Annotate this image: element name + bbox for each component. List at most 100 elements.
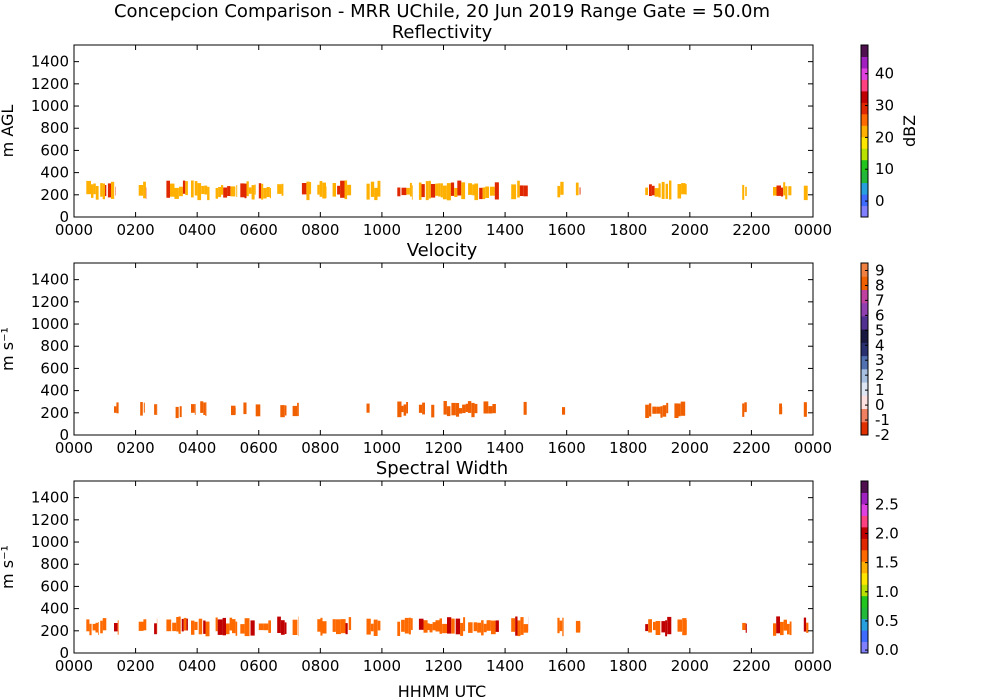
echo-cell — [174, 187, 179, 199]
y-tick-label: 1000 — [31, 315, 69, 333]
echo-cell — [473, 622, 478, 632]
echo-cell — [366, 183, 370, 200]
echo-cell — [186, 618, 188, 631]
colorbar-swatch — [861, 595, 868, 608]
echo-cell — [409, 182, 412, 197]
colorbar-tick-label: 1 — [875, 381, 885, 399]
echo-cell — [773, 187, 777, 196]
echo-cell — [562, 617, 564, 637]
echo-cell — [95, 186, 99, 200]
echo-cell — [645, 624, 649, 632]
y-tick-label: 600 — [40, 577, 69, 595]
y-tick-label: 0 — [59, 426, 69, 444]
echo-segment — [100, 618, 107, 634]
echo-cell — [95, 622, 98, 633]
echo-cell — [107, 183, 112, 198]
echo-cell — [258, 183, 262, 199]
echo-cell — [175, 406, 179, 419]
echo-cell — [780, 621, 784, 636]
echo-cell — [366, 618, 371, 635]
x-tick-label: 0400 — [178, 221, 216, 239]
echo-cell — [421, 184, 425, 198]
y-tick-label: 1400 — [31, 53, 69, 71]
echo-cell — [100, 620, 103, 634]
colorbar-tick-label: 1.0 — [875, 583, 899, 601]
echo-cell — [410, 618, 413, 630]
x-tick-label: 0000 — [794, 439, 832, 457]
echo-cell — [439, 618, 442, 634]
x-tick-label: 1800 — [609, 439, 647, 457]
echo-segment — [773, 616, 792, 636]
echo-segment — [107, 181, 116, 199]
echo-cell — [194, 181, 198, 196]
echo-cell — [269, 188, 271, 199]
reflectivity-title: Reflectivity — [392, 22, 493, 43]
echo-cell — [474, 183, 479, 201]
colorbar-tick-label: -2 — [875, 426, 890, 444]
echo-cell — [806, 622, 809, 633]
echo-cell — [258, 623, 264, 631]
echo-segment — [138, 619, 147, 631]
echo-cell — [223, 187, 228, 198]
x-tick-label: 1200 — [424, 439, 462, 457]
echo-cell — [665, 620, 668, 637]
echo-cell — [266, 187, 270, 197]
colorbar-tick-label: 0.0 — [875, 641, 899, 659]
echo-cell — [401, 405, 404, 413]
echo-cell — [232, 619, 236, 634]
x-tick-label: 0000 — [55, 439, 93, 457]
colorbar-swatch — [861, 538, 868, 551]
echo-cell — [170, 183, 175, 197]
echo-cell — [374, 187, 378, 201]
echo-cell — [482, 187, 486, 200]
echo-cell — [255, 404, 261, 417]
echo-segment — [366, 618, 381, 636]
echo-cell — [442, 185, 447, 200]
echo-cell — [154, 404, 157, 415]
echo-segment — [255, 404, 261, 417]
x-tick-label: 0600 — [240, 221, 278, 239]
echo-cell — [575, 182, 579, 196]
echo-cell — [277, 616, 281, 633]
echo-segment — [575, 182, 581, 196]
echo-cell — [438, 183, 441, 197]
echo-cell — [442, 623, 448, 634]
echo-cell — [154, 623, 157, 635]
echo-segment — [292, 616, 299, 637]
y-tick-label: 200 — [40, 622, 69, 640]
echo-cell — [451, 402, 456, 416]
colorbar-swatch — [861, 329, 868, 343]
echo-cell — [203, 402, 206, 415]
colorbar-tick-label: 1.5 — [875, 554, 899, 572]
echo-cell — [742, 622, 746, 630]
echo-segment — [280, 405, 287, 418]
echo-cell — [742, 184, 745, 200]
echo-cell — [645, 404, 649, 418]
echo-cell — [230, 186, 236, 197]
reflectivity-y-label: m AGL — [0, 105, 17, 158]
echo-cell — [284, 405, 287, 416]
echo-cell — [406, 187, 410, 195]
colorbar-swatch — [861, 515, 868, 528]
echo-cell — [517, 620, 521, 637]
echo-cell — [377, 180, 381, 197]
echo-cell — [517, 180, 520, 198]
echo-cell — [667, 616, 672, 635]
x-tick-label: 0000 — [794, 221, 832, 239]
echo-cell — [492, 404, 496, 414]
echo-cell — [404, 617, 409, 634]
echo-segment — [468, 182, 499, 201]
echo-cell — [340, 180, 345, 198]
echo-cell — [143, 402, 145, 413]
colorbar-swatch — [861, 561, 868, 574]
echo-segment — [191, 404, 196, 415]
echo-cell — [143, 619, 147, 631]
colorbar-swatch — [861, 194, 868, 207]
echo-segment — [803, 402, 807, 417]
echo-segment — [511, 616, 529, 637]
colorbar-swatch — [861, 503, 868, 516]
colorbar-swatch — [861, 125, 868, 138]
echo-cell — [666, 402, 669, 414]
echo-cell — [179, 406, 182, 418]
echo-cell — [557, 617, 560, 634]
